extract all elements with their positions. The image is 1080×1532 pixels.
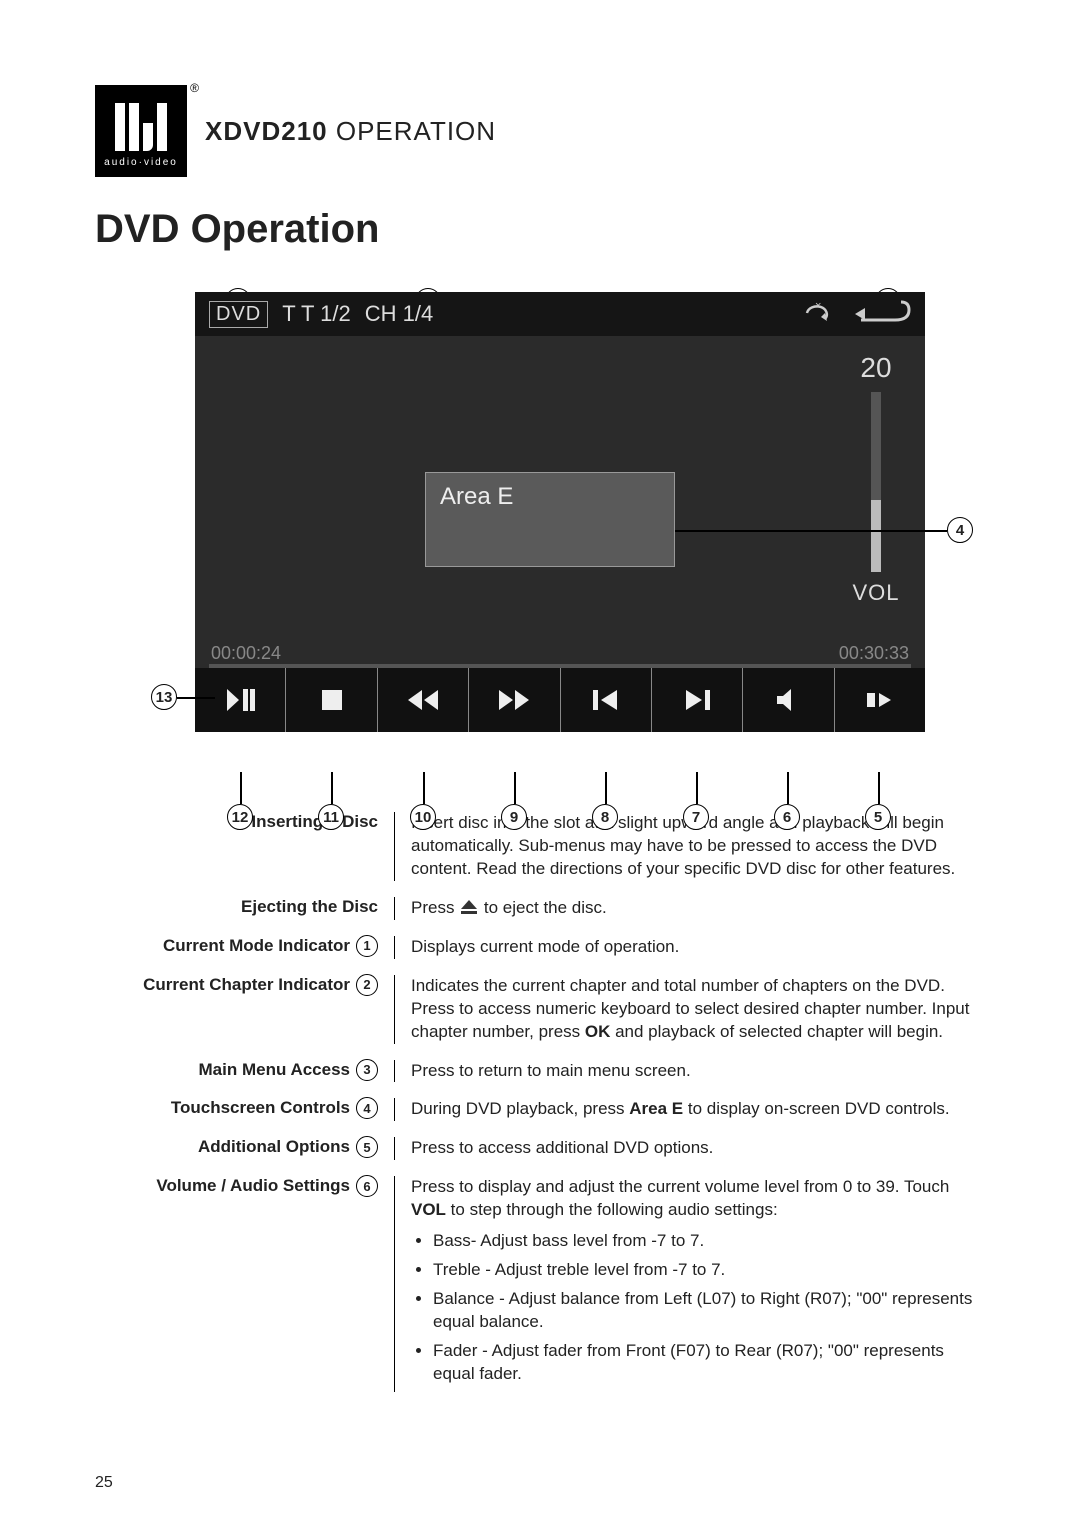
desc-label-text: Volume / Audio Settings xyxy=(156,1176,350,1196)
fast-forward-icon[interactable] xyxy=(469,668,560,732)
brand-logo: ® audio·video xyxy=(95,85,187,177)
desc-label-num: 5 xyxy=(356,1136,378,1158)
desc-row: Current Chapter Indicator 2 Indicates the … xyxy=(95,975,985,1044)
stop-icon[interactable] xyxy=(286,668,377,732)
volume-icon[interactable] xyxy=(743,668,834,732)
leader xyxy=(423,772,425,804)
desc-bullet: Fader - Adjust fader from Front (F07) to… xyxy=(433,1340,985,1386)
desc-bullets: Bass- Adjust bass level from -7 to 7. Tre… xyxy=(433,1230,985,1386)
desc-label-num: 3 xyxy=(356,1059,378,1081)
model-number: XDVD210 xyxy=(205,116,328,146)
desc-label-text: Ejecting the Disc xyxy=(241,897,378,917)
desc-label-text: Main Menu Access xyxy=(199,1060,350,1080)
desc-label: Volume / Audio Settings 6 xyxy=(95,1176,395,1392)
desc-label: Touchscreen Controls 4 xyxy=(95,1098,395,1121)
leader xyxy=(787,772,789,804)
desc-body: During DVD playback, press Area E to dis… xyxy=(395,1098,985,1121)
controls-row xyxy=(195,668,925,732)
leader xyxy=(177,697,215,699)
rewind-icon[interactable] xyxy=(378,668,469,732)
desc-body: Press to return to main menu screen. xyxy=(395,1060,985,1083)
time-elapsed: 00:00:24 xyxy=(211,643,281,664)
leader xyxy=(240,772,242,804)
desc-label: Current Mode Indicator 1 xyxy=(95,936,395,959)
screen-status-bar: DVD T T 1/2 CH 1/4 × xyxy=(195,292,925,336)
page-number: 25 xyxy=(95,1474,113,1492)
desc-label-num: 6 xyxy=(356,1175,378,1197)
section-title: DVD Operation xyxy=(95,207,985,252)
desc-row: Ejecting the Disc Press to eject the disc… xyxy=(95,897,985,920)
callout-10: 10 xyxy=(410,804,436,830)
logo-bars xyxy=(115,101,167,151)
logo-subtext: audio·video xyxy=(104,157,178,168)
volume-column: 20 VOL xyxy=(841,352,911,606)
volume-bar xyxy=(871,392,881,572)
desc-label-text: Additional Options xyxy=(198,1137,350,1157)
desc-row: Touchscreen Controls 4 During DVD playback… xyxy=(95,1098,985,1121)
title-indicator: T T 1/2 xyxy=(282,301,351,327)
callout-11: 11 xyxy=(318,804,344,830)
desc-body: Indicates the current chapter and total … xyxy=(395,975,985,1044)
leader xyxy=(675,530,947,532)
callout-4: 4 xyxy=(947,517,973,543)
desc-label-num: 4 xyxy=(356,1097,378,1119)
desc-body: Press to access additional DVD options. xyxy=(395,1137,985,1160)
dvd-screen: DVD T T 1/2 CH 1/4 × Area E 20 VOL 00:00… xyxy=(195,292,925,732)
desc-label-text: Current Chapter Indicator xyxy=(143,975,350,995)
desc-label: Ejecting the Disc xyxy=(95,897,395,920)
callout-6: 6 xyxy=(774,804,800,830)
header-title: XDVD210 OPERATION xyxy=(205,116,496,147)
leader xyxy=(605,772,607,804)
desc-label: Additional Options 5 xyxy=(95,1137,395,1160)
leader xyxy=(331,772,333,804)
leader xyxy=(878,772,880,804)
desc-label: Current Chapter Indicator 2 xyxy=(95,975,395,1044)
desc-label-num: 1 xyxy=(356,935,378,957)
next-track-icon[interactable] xyxy=(652,668,743,732)
desc-row: Volume / Audio Settings 6 Press to display… xyxy=(95,1176,985,1392)
play-pause-icon[interactable] xyxy=(195,668,286,732)
area-e-box: Area E xyxy=(425,472,675,567)
callout-5: 5 xyxy=(865,804,891,830)
desc-label-text: Inserting a Disc xyxy=(251,812,378,832)
callout-9: 9 xyxy=(501,804,527,830)
leader xyxy=(696,772,698,804)
desc-label-text: Touchscreen Controls xyxy=(171,1098,350,1118)
dvd-label: DVD xyxy=(209,301,268,328)
page-header: ® audio·video XDVD210 OPERATION xyxy=(95,85,985,177)
callout-7: 7 xyxy=(683,804,709,830)
desc-row: Additional Options 5 Press to access addit… xyxy=(95,1137,985,1160)
desc-bullet: Bass- Adjust bass level from -7 to 7. xyxy=(433,1230,985,1253)
leader xyxy=(514,772,516,804)
operation-word: OPERATION xyxy=(336,116,496,146)
desc-body: Press to display and adjust the current … xyxy=(395,1176,985,1392)
volume-value: 20 xyxy=(841,352,911,384)
time-total: 00:30:33 xyxy=(839,643,909,664)
area-e-label: Area E xyxy=(440,483,513,510)
desc-bullet: Treble - Adjust treble level from -7 to … xyxy=(433,1259,985,1282)
repeat-icon: × xyxy=(803,299,837,329)
more-icon[interactable] xyxy=(835,668,925,732)
callout-8: 8 xyxy=(592,804,618,830)
diagram-wrap: 1 2 3 DVD T T 1/2 CH 1/4 × Area E 20 VOL xyxy=(195,292,955,732)
callout-13: 13 xyxy=(151,684,177,710)
volume-label: VOL xyxy=(841,580,911,606)
desc-label-num: 2 xyxy=(356,974,378,996)
desc-body: Press to eject the disc. xyxy=(395,897,985,920)
desc-body: Displays current mode of operation. xyxy=(395,936,985,959)
desc-label: Main Menu Access 3 xyxy=(95,1060,395,1083)
description-list: Inserting a DiscInsert disc into the slo… xyxy=(95,812,985,1392)
callout-12: 12 xyxy=(227,804,253,830)
chapter-indicator: CH 1/4 xyxy=(365,301,433,327)
time-bar: 00:00:24 00:30:33 xyxy=(195,638,925,668)
desc-bullet: Balance - Adjust balance from Left (L07)… xyxy=(433,1288,985,1334)
registered-mark: ® xyxy=(190,81,199,95)
prev-track-icon[interactable] xyxy=(561,668,652,732)
desc-row: Current Mode Indicator 1 Displays current … xyxy=(95,936,985,959)
back-arrow-icon xyxy=(851,296,911,332)
svg-text:×: × xyxy=(815,300,821,312)
desc-row: Main Menu Access 3 Press to return to main… xyxy=(95,1060,985,1083)
desc-label-text: Current Mode Indicator xyxy=(163,936,350,956)
